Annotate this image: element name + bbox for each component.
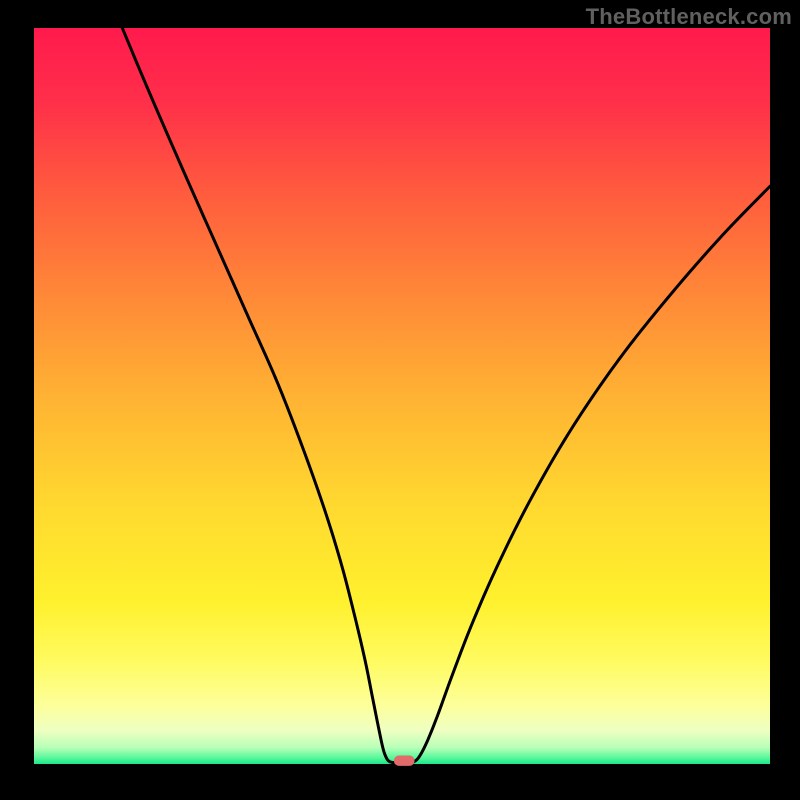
optimal-marker: [394, 756, 415, 766]
chart-background-gradient: [34, 28, 770, 764]
watermark-text: TheBottleneck.com: [586, 4, 792, 30]
bottleneck-chart: [0, 0, 800, 800]
